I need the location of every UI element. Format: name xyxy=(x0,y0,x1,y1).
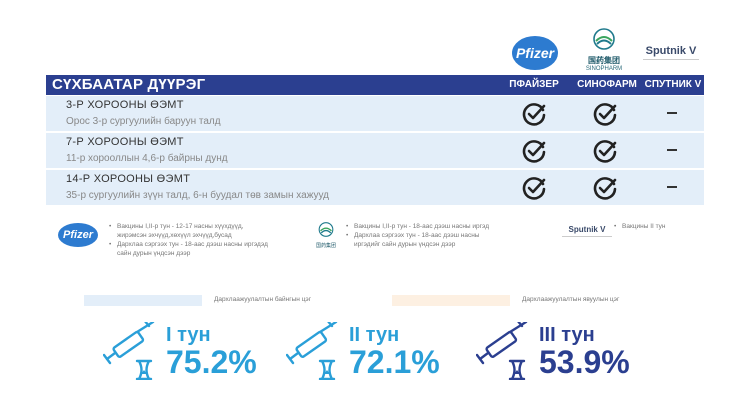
clinic-address: 11-р хорооллын 4,6-р байрны дунд xyxy=(66,153,228,164)
not-available-dash xyxy=(667,149,677,151)
dose-percentage: 53.9% xyxy=(539,344,630,380)
sputnik-notes: Вакцины II тун xyxy=(614,222,694,231)
table-row: 14-Р ХОРООНЫ ӨЭМТ 35-р сургуулийн зүүн т… xyxy=(46,170,704,206)
pfizer-notes: Вакцины I,II-р тун - 12-17 насны хүүхдүү… xyxy=(109,222,269,258)
sinopharm-note-cn: 国药集团 xyxy=(315,243,336,249)
sinopharm-notes: Вакцины I,II-р тун - 18-аас дээш насны и… xyxy=(346,222,506,249)
syringe-hourglass-icon xyxy=(286,322,338,380)
dose-percentage: 75.2% xyxy=(166,344,257,380)
dose-2-stat: II тун 72.1% xyxy=(286,322,440,382)
not-available-dash xyxy=(667,186,677,188)
sinopharm-cn: 国药集团 xyxy=(588,56,620,65)
check-circle-icon xyxy=(593,140,617,163)
pfizer-note-item: Дархлаа сэргээх тун - 18-аас дээш насны … xyxy=(109,240,269,258)
dose-3-stat: III тун 53.9% xyxy=(476,322,630,382)
sinopharm-note-item: Дархлаа сэргээх тун - 18-аас дээш насны … xyxy=(346,231,506,249)
legend-label-mobile: Дархлаажуулалтын явуулын цэг xyxy=(522,296,620,303)
pfizer-logo-text: Pfizer xyxy=(512,36,558,70)
table-row: 7-Р ХОРООНЫ ӨЭМТ 11-р хорооллын 4,6-р ба… xyxy=(46,133,704,169)
table-header: СҮХБААТАР ДҮҮРЭГ ПФАЙЗЕР СИНОФАРМ СПУТНИ… xyxy=(46,75,704,95)
clinic-address: Орос 3-р сургуулийн баруун талд xyxy=(66,116,221,127)
sputnik-note-logo: Sputnik V xyxy=(562,225,612,237)
check-circle-icon xyxy=(522,177,546,200)
dose-label: II тун xyxy=(349,324,400,346)
legend-swatch-mobile xyxy=(392,295,510,306)
pfizer-note-logo-text: Pfizer xyxy=(58,223,98,247)
syringe-hourglass-icon xyxy=(103,322,155,380)
check-circle-icon xyxy=(522,140,546,163)
sinopharm-note-item: Вакцины I,II-р тун - 18-аас дээш насны и… xyxy=(346,222,506,231)
sinopharm-note-logo: 国药集团 xyxy=(313,222,339,249)
clinic-name: 14-Р ХОРООНЫ ӨЭМТ xyxy=(66,173,191,185)
sinopharm-emblem-icon xyxy=(593,28,615,50)
pfizer-logo: Pfizer xyxy=(512,36,558,70)
legend-label-permanent: Дархлаажуулалтын байнгын цэг xyxy=(214,296,312,303)
sputnik-note-item: Вакцины II тун xyxy=(614,222,694,231)
clinic-name: 7-Р ХОРООНЫ ӨЭМТ xyxy=(66,136,184,148)
check-circle-icon xyxy=(593,103,617,126)
check-circle-icon xyxy=(593,177,617,200)
dose-label: I тун xyxy=(166,324,211,346)
sputnik-note-logo-subline xyxy=(562,236,612,237)
sputnik-logo-text: Sputnik V xyxy=(645,45,697,57)
check-circle-icon xyxy=(522,103,546,126)
dose-label: III тун xyxy=(539,324,595,346)
sinopharm-logo: 国药集团 SINOPHARM xyxy=(583,28,625,72)
dose-1-stat: I тун 75.2% xyxy=(103,322,257,382)
sputnik-note-logo-text: Sputnik V xyxy=(568,225,606,234)
column-sinopharm: СИНОФАРМ xyxy=(577,79,637,90)
sputnik-logo-subline xyxy=(643,59,699,62)
clinic-address: 35-р сургуулийн зүүн талд, 6-н буудал тө… xyxy=(66,190,329,201)
district-title: СҮХБААТАР ДҮҮРЭГ xyxy=(52,76,206,93)
sinopharm-en: SINOPHARM xyxy=(585,66,623,72)
clinic-name: 3-Р ХОРООНЫ ӨЭМТ xyxy=(66,99,184,111)
sputnik-logo: Sputnik V xyxy=(643,45,699,62)
column-pfizer: ПФАЙЗЕР xyxy=(509,79,559,90)
syringe-hourglass-icon xyxy=(476,322,528,380)
sinopharm-emblem-icon xyxy=(318,222,334,237)
legend-swatch-permanent xyxy=(84,295,202,306)
not-available-dash xyxy=(667,112,677,114)
pfizer-note-item: Вакцины I,II-р тун - 12-17 насны хүүхдүү… xyxy=(109,222,269,240)
column-sputnik: СПУТНИК V xyxy=(644,79,702,90)
dose-percentage: 72.1% xyxy=(349,344,440,380)
table-row: 3-Р ХОРООНЫ ӨЭМТ Орос 3-р сургуулийн бар… xyxy=(46,96,704,132)
pfizer-note-logo: Pfizer xyxy=(58,223,98,247)
